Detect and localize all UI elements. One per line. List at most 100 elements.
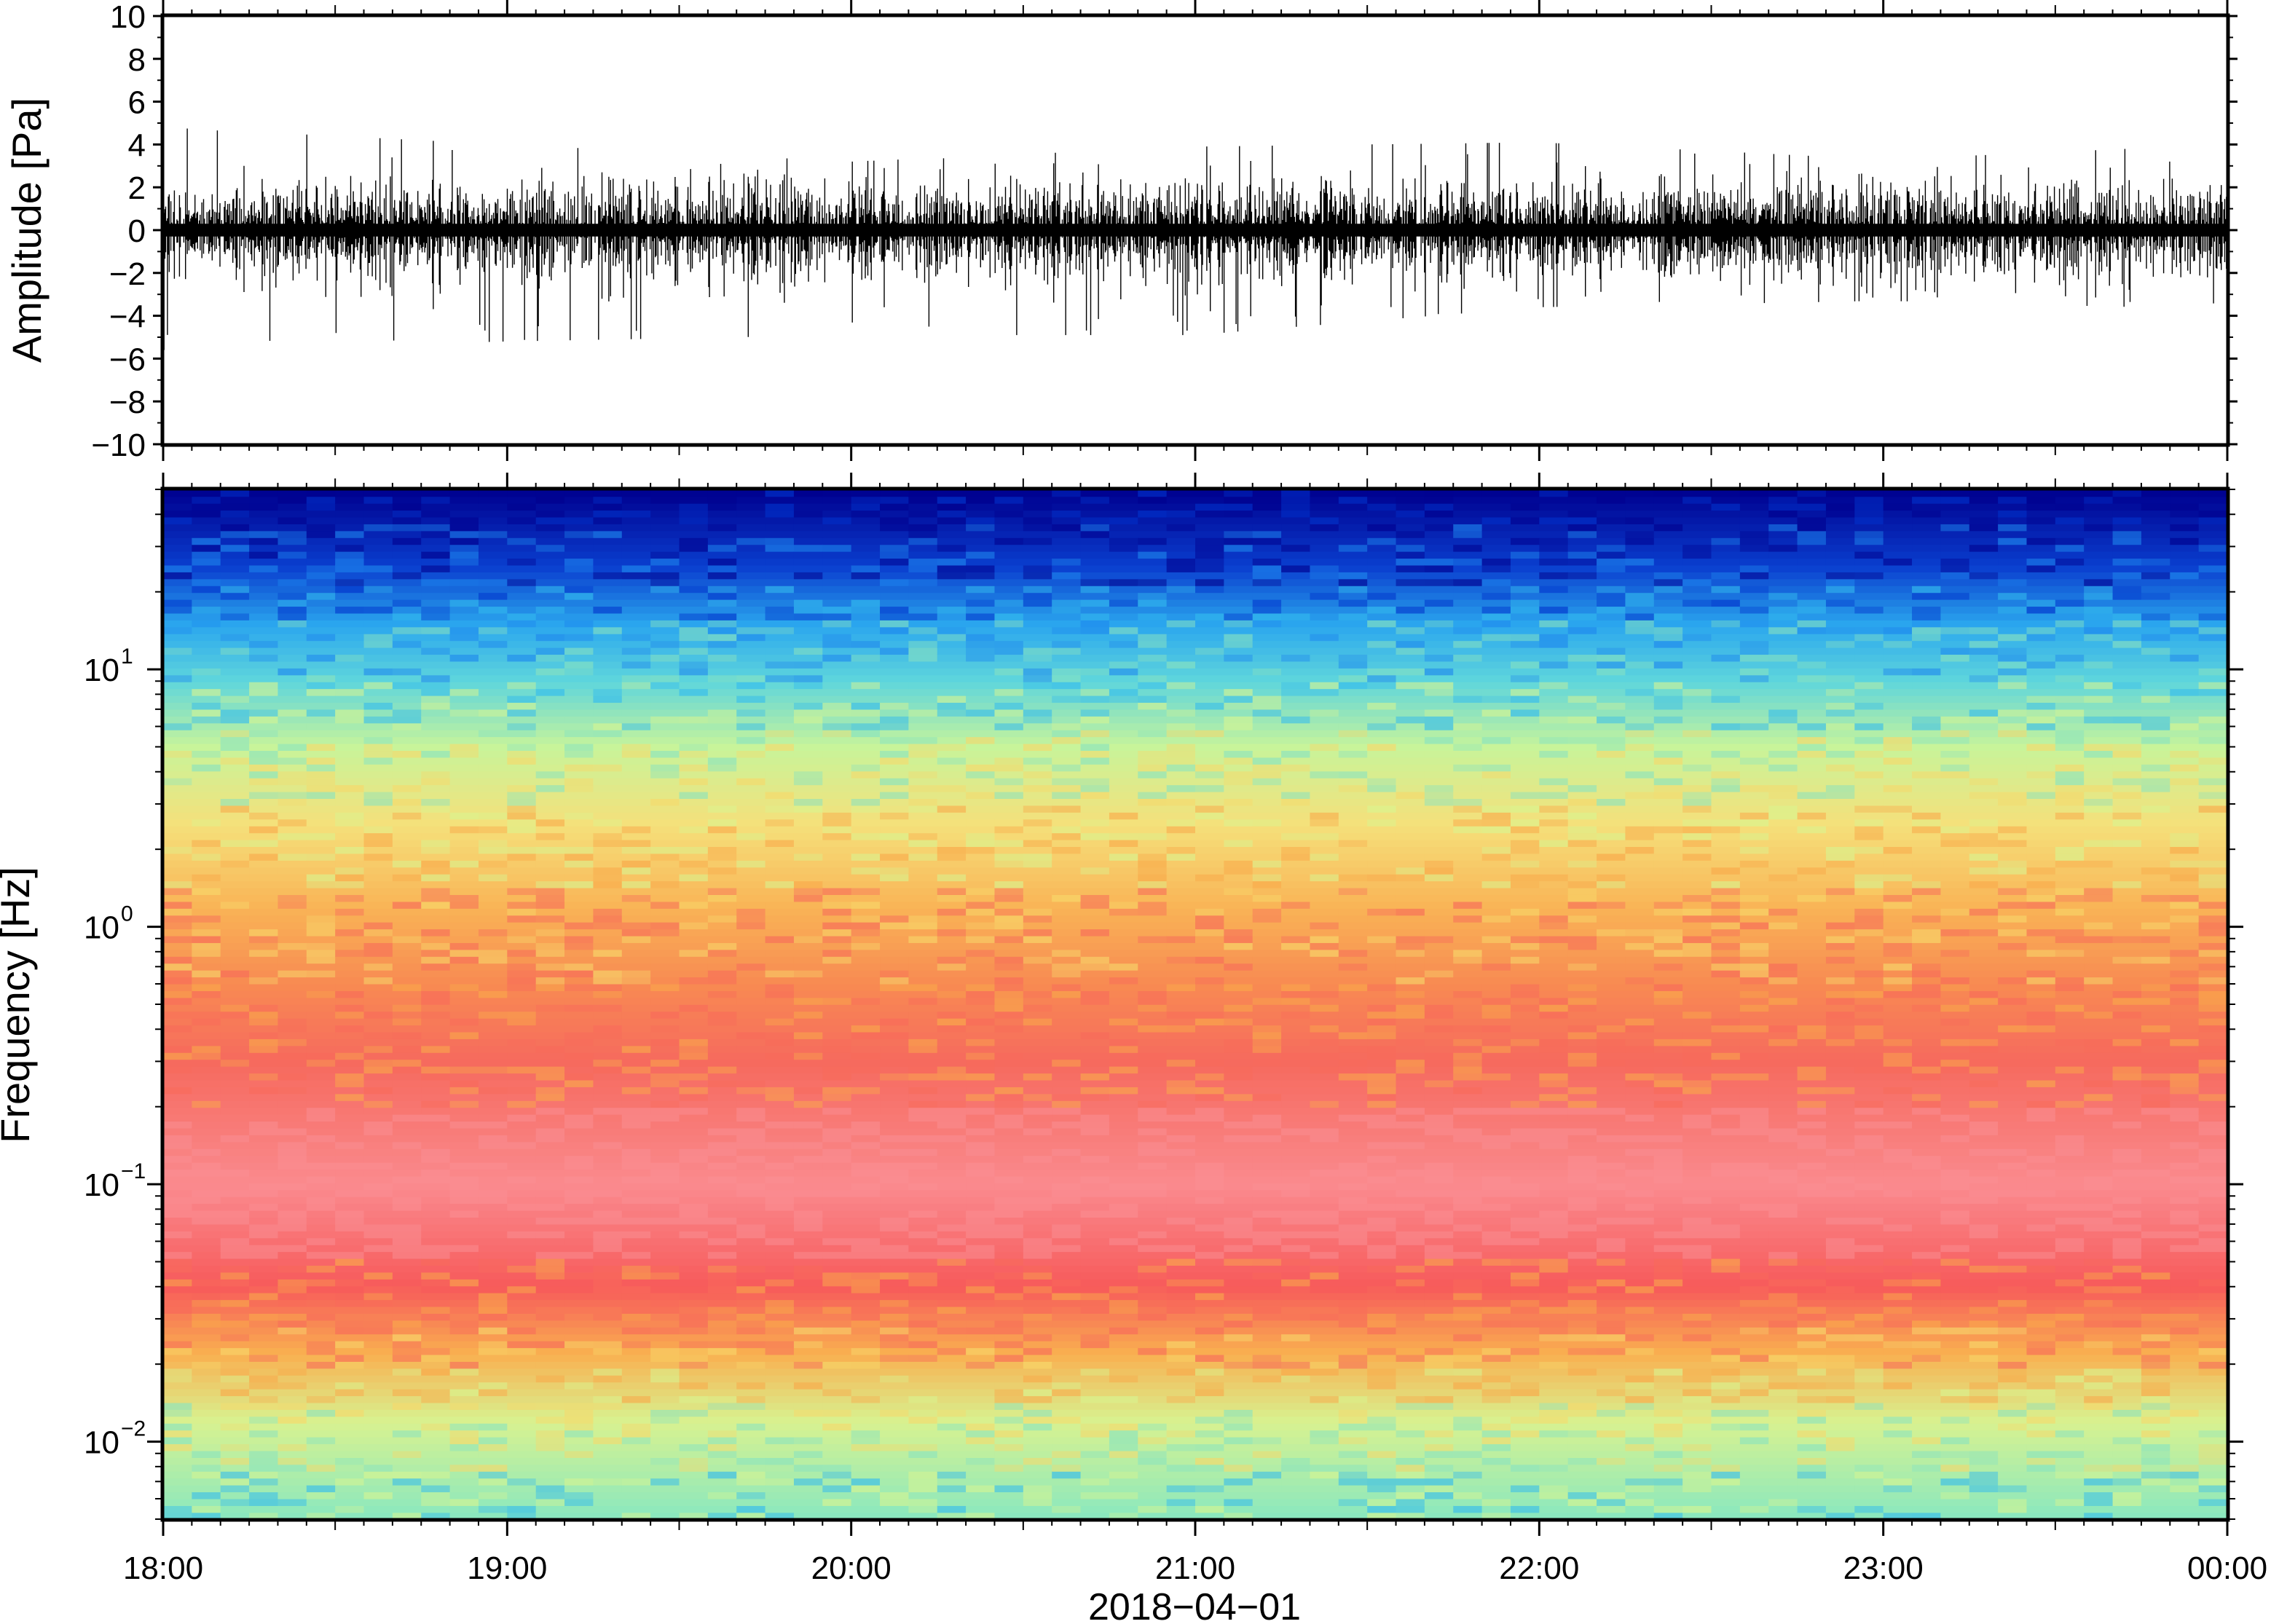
spectrogram-cell xyxy=(679,1478,709,1486)
spectrogram-cell xyxy=(278,1100,307,1108)
spectrogram-cell xyxy=(822,695,852,703)
spectrogram-cell xyxy=(593,1162,623,1170)
spectrogram-cell xyxy=(908,1265,938,1273)
spectrogram-cell xyxy=(421,1065,451,1074)
spectrogram-cell xyxy=(880,496,910,504)
spectrogram-cell xyxy=(908,1210,938,1218)
spectrogram-cell xyxy=(966,489,996,497)
spectrogram-cell xyxy=(421,1251,451,1259)
spectrogram-cell xyxy=(564,1175,594,1183)
spectrogram-cell xyxy=(621,1237,651,1245)
spectrogram-cell xyxy=(707,1155,738,1163)
spectrogram-cell xyxy=(851,1388,881,1397)
spectrogram-cell xyxy=(822,1265,852,1273)
spectrogram-cell xyxy=(937,1127,967,1135)
spectrogram-cell xyxy=(278,1251,307,1259)
spectrogram-cell xyxy=(478,1059,508,1067)
spectrogram-cell xyxy=(650,578,680,586)
spectrogram-cell xyxy=(736,1210,766,1218)
spectrogram-cell xyxy=(249,1175,279,1183)
spectrogram-cell xyxy=(1052,695,1082,703)
spectrogram-cell xyxy=(1023,1381,1052,1390)
spectrogram-cell xyxy=(278,1155,307,1163)
spectrogram-cell xyxy=(535,963,565,971)
spectrogram-cell xyxy=(736,921,766,930)
spectrogram-cell xyxy=(765,929,795,937)
spectrogram-cell xyxy=(736,901,766,909)
spectrogram-cell xyxy=(880,894,910,902)
spectrogram-cell xyxy=(507,1031,537,1039)
spectrogram-cell xyxy=(163,832,193,840)
spectrogram-cell xyxy=(736,1073,766,1081)
spectrogram-cell xyxy=(679,1175,709,1183)
spectrogram-cell xyxy=(880,1203,910,1211)
spectrogram-cell xyxy=(163,1189,193,1197)
spectrogram-cell xyxy=(593,599,623,607)
spectrogram-cell xyxy=(707,674,738,682)
spectrogram-cell xyxy=(163,716,193,724)
spectrogram-cell xyxy=(392,668,422,676)
spectrogram-cell xyxy=(335,1491,365,1499)
spectrogram-cell xyxy=(507,1196,537,1205)
spectrogram-cell xyxy=(507,1299,537,1307)
spectrogram-cell xyxy=(880,1107,910,1115)
spectrogram-cell xyxy=(908,572,938,580)
spectrogram-cell xyxy=(994,805,1024,813)
spectrogram-cell xyxy=(306,558,336,566)
spectrogram-cell xyxy=(822,1423,852,1431)
spectrogram-cell xyxy=(736,736,766,744)
spectrogram-cell xyxy=(1052,949,1082,957)
spectrogram-cell xyxy=(707,1059,738,1067)
spectrogram-cell xyxy=(478,1457,508,1465)
spectrogram-cell xyxy=(220,901,250,909)
spectrogram-cell xyxy=(335,1121,365,1129)
spectrogram-cell xyxy=(278,887,307,895)
spectrogram-cell xyxy=(278,1402,307,1410)
spectrogram-cell xyxy=(535,1244,565,1253)
spectrogram-cell xyxy=(478,626,508,634)
spectrogram-cell xyxy=(880,1347,910,1355)
spectrogram-cell xyxy=(478,585,508,594)
spectrogram-cell xyxy=(793,510,824,518)
spectrogram-cell xyxy=(220,1079,250,1087)
spectrogram-cell xyxy=(163,1017,193,1026)
spectrogram-cell xyxy=(335,1299,365,1307)
spectrogram-cell xyxy=(564,661,594,669)
spectrogram-cell xyxy=(679,915,709,923)
spectrogram-cell xyxy=(937,1162,967,1170)
spectrogram-cell xyxy=(793,1457,824,1465)
spectrogram-cell xyxy=(851,1251,881,1259)
spectrogram-cell xyxy=(478,1017,508,1026)
spectrogram-cell xyxy=(507,572,537,580)
spectrogram-cell xyxy=(593,908,623,916)
spectrogram-cell xyxy=(163,620,193,628)
spectrogram-cell xyxy=(707,770,738,779)
spectrogram-cell xyxy=(765,1395,795,1403)
spectrogram-cell xyxy=(908,1031,938,1039)
spectrogram-cell xyxy=(908,1135,938,1143)
spectrogram-cell xyxy=(851,626,881,634)
spectrogram-cell xyxy=(335,1285,365,1293)
spectrogram-cell xyxy=(966,1381,996,1390)
spectrogram-cell xyxy=(249,887,279,895)
spectrogram-cell xyxy=(1023,1141,1052,1149)
spectrogram-cell xyxy=(621,832,651,840)
spectrogram-cell xyxy=(306,1175,336,1183)
spectrogram-cell xyxy=(793,1327,824,1335)
spectrogram-cell xyxy=(306,572,336,580)
spectrogram-cell xyxy=(851,791,881,799)
spectrogram-cell xyxy=(163,1251,193,1259)
spectrogram-cell xyxy=(765,606,795,614)
spectrogram-cell xyxy=(335,537,365,545)
spectrogram-cell xyxy=(306,1423,336,1431)
spectrogram-cell xyxy=(392,1498,422,1506)
spectrogram-cell xyxy=(335,969,365,978)
spectrogram-cell xyxy=(163,1045,193,1053)
spectrogram-cell xyxy=(593,1141,623,1149)
spectrogram-cell xyxy=(363,592,393,600)
spectrogram-cell xyxy=(192,798,221,806)
spectrogram-cell xyxy=(765,764,795,772)
spectrogram-cell xyxy=(966,1251,996,1259)
spectrogram-cell xyxy=(621,770,651,779)
spectrogram-cell xyxy=(593,530,623,538)
